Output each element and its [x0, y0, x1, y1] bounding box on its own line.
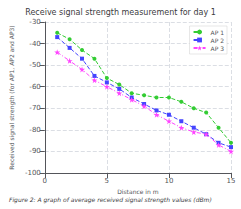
- svg-text:-50: -50: [29, 61, 40, 69]
- svg-text:Received signal strength (for: Received signal strength (for AP1, AP2 a…: [8, 25, 16, 169]
- svg-text:-30: -30: [29, 18, 40, 26]
- svg-text:-80: -80: [29, 126, 40, 134]
- svg-text:0: 0: [43, 177, 47, 185]
- svg-text:-60: -60: [29, 83, 40, 91]
- svg-text:AP 1: AP 1: [211, 29, 225, 36]
- svg-text:AP 3: AP 3: [211, 45, 225, 52]
- svg-text:10: 10: [164, 177, 173, 185]
- svg-text:Receive signal strength measur: Receive signal strength measurement for …: [25, 8, 216, 17]
- svg-text:-100: -100: [25, 169, 41, 177]
- svg-text:AP 2: AP 2: [211, 37, 225, 44]
- svg-text:-70: -70: [29, 104, 40, 112]
- svg-text:Distance in m: Distance in m: [117, 188, 159, 195]
- svg-text:15: 15: [227, 177, 236, 185]
- svg-text:-40: -40: [29, 40, 40, 48]
- svg-text:Figure 2: A graph of average r: Figure 2: A graph of average received si…: [9, 196, 212, 204]
- svg-text:-90: -90: [29, 147, 40, 155]
- svg-text:5: 5: [105, 177, 109, 185]
